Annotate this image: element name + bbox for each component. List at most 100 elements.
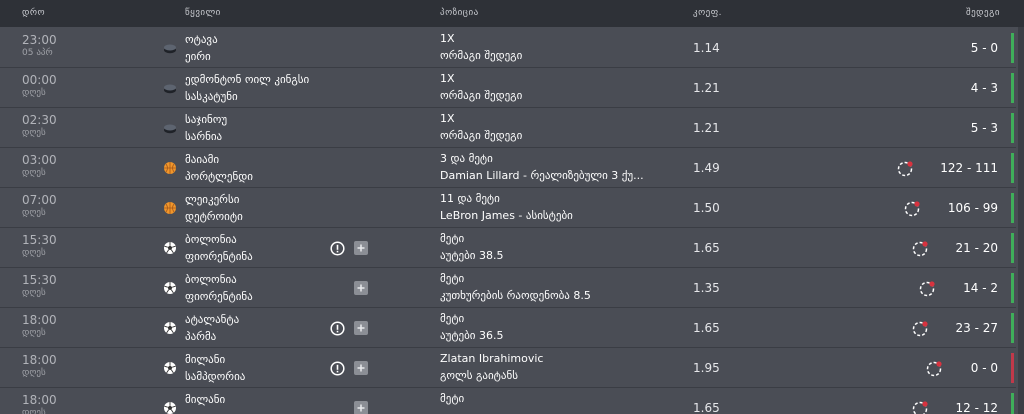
odds: 1.65 <box>693 241 720 255</box>
odds: 1.49 <box>693 161 720 175</box>
position-detail: აუტები 38.5 <box>440 249 504 262</box>
team-home: მილანი <box>185 393 226 406</box>
odds: 1.95 <box>693 361 720 375</box>
team-home: ატალანტა <box>185 313 240 326</box>
result: 14 - 2 <box>963 281 998 295</box>
bet-row: 18:00 დღეს მილანი მეტი 1.65 12 - 12 <box>0 388 1016 414</box>
live-icon <box>912 241 928 257</box>
bet-row: 15:30 დღეს ბოლონია ფიორენტინა მეტი კუთხურების… <box>0 268 1016 308</box>
result: 21 - 20 <box>955 241 999 255</box>
date: 05 აპრ <box>22 48 53 58</box>
time: 18:00 <box>22 353 57 367</box>
team-home: საჯინოუ <box>185 113 228 126</box>
sport-icon <box>164 124 176 134</box>
live-icon <box>912 321 928 337</box>
position-main: 3 და მეტი <box>440 152 493 165</box>
team-away: ფიორენტინა <box>185 290 253 303</box>
status-bar <box>1011 113 1014 143</box>
status-bar <box>1011 233 1014 263</box>
result: 12 - 12 <box>955 401 999 414</box>
date: დღეს <box>22 408 46 414</box>
bet-row: 07:00 დღეს ლეიკერსი დეტროიტი 11 და მეტი LeBro… <box>0 188 1016 228</box>
date: დღეს <box>22 88 46 98</box>
date: დღეს <box>22 368 46 378</box>
bet-row: 18:00 დღეს ატალანტა პარმა მეტი აუტები 36.5 1.6… <box>0 308 1016 348</box>
add-button[interactable] <box>354 321 368 335</box>
odds: 1.14 <box>693 41 720 55</box>
odds: 1.21 <box>693 81 720 95</box>
status-bar <box>1011 153 1014 183</box>
info-button[interactable] <box>330 361 345 376</box>
time: 00:00 <box>22 73 57 87</box>
result: 4 - 3 <box>970 81 998 95</box>
status-bar <box>1011 33 1014 63</box>
header-odds: კოეფ. <box>693 8 723 18</box>
position-main: 1X <box>440 112 455 125</box>
header-result: შედეგი <box>965 8 1000 18</box>
team-away: ეირი <box>185 50 211 63</box>
info-button[interactable] <box>330 241 345 256</box>
add-button[interactable] <box>354 241 368 255</box>
bet-row: 23:00 05 აპრ ოტავა ეირი 1X ორმაგი შედეგი 1.14 5… <box>0 28 1016 68</box>
sport-icon <box>164 242 176 254</box>
bet-row: 15:30 დღეს ბოლონია ფიორენტინა მეტი აუტები 38.… <box>0 228 1016 268</box>
result: 23 - 27 <box>955 321 999 335</box>
sport-icon <box>164 84 176 94</box>
bet-row: 03:00 დღეს მაიამი პორტლენდი 3 და მეტი Damian … <box>0 148 1016 188</box>
status-bar <box>1011 273 1014 303</box>
result: 0 - 0 <box>970 361 998 375</box>
sport-icon <box>164 282 176 294</box>
position-main: მეტი <box>440 312 465 325</box>
sport-icon <box>164 44 176 54</box>
position-detail: Damian Lillard - რეალიზებული 3 ქუ... <box>440 169 644 182</box>
date: დღეს <box>22 168 46 178</box>
position-detail: აუტები 36.5 <box>440 329 504 342</box>
result: 106 - 99 <box>947 201 998 215</box>
team-away: დეტროიტი <box>185 210 243 223</box>
position-main: მეტი <box>440 392 465 405</box>
time: 03:00 <box>22 153 57 167</box>
scrollbar[interactable] <box>1018 27 1024 414</box>
info-button[interactable] <box>330 321 345 336</box>
team-away: სარნია <box>185 130 223 143</box>
live-icon <box>912 401 928 414</box>
odds: 1.21 <box>693 121 720 135</box>
time: 02:30 <box>22 113 57 127</box>
position-detail: გოლს გაიტანს <box>440 369 518 382</box>
time: 18:00 <box>22 393 57 407</box>
table-header: დრო წყვილი პოზიცია კოეფ. შედეგი <box>0 0 1024 27</box>
header-pair: წყვილი <box>185 8 221 18</box>
team-home: ბოლონია <box>185 273 237 286</box>
position-main: 11 და მეტი <box>440 192 500 205</box>
add-button[interactable] <box>354 401 368 414</box>
odds: 1.35 <box>693 281 720 295</box>
position-detail: ორმაგი შედეგი <box>440 129 523 142</box>
sport-icon <box>164 362 176 374</box>
position-main: მეტი <box>440 232 465 245</box>
team-home: მილანი <box>185 353 226 366</box>
team-home: მაიამი <box>185 153 220 166</box>
add-button[interactable] <box>354 281 368 295</box>
team-away: ფიორენტინა <box>185 250 253 263</box>
odds: 1.65 <box>693 401 720 414</box>
time: 23:00 <box>22 33 57 47</box>
team-home: ბოლონია <box>185 233 237 246</box>
team-away: სამპდორია <box>185 370 246 383</box>
status-bar <box>1011 313 1014 343</box>
team-away: პარმა <box>185 330 217 343</box>
team-home: ოტავა <box>185 33 218 46</box>
team-home: ედმონტონ ოილ კინგსი <box>185 73 310 86</box>
position-detail: ორმაგი შედეგი <box>440 49 523 62</box>
add-button[interactable] <box>354 361 368 375</box>
live-icon <box>905 201 920 217</box>
date: დღეს <box>22 248 46 258</box>
time: 18:00 <box>22 313 57 327</box>
live-icon <box>897 161 913 177</box>
team-away: სასკატუნი <box>185 90 238 103</box>
sport-icon <box>164 322 176 334</box>
status-bar <box>1011 193 1014 223</box>
position-detail: LeBron James - ასისტები <box>440 209 573 222</box>
position-main: 1X <box>440 72 455 85</box>
odds: 1.65 <box>693 321 720 335</box>
